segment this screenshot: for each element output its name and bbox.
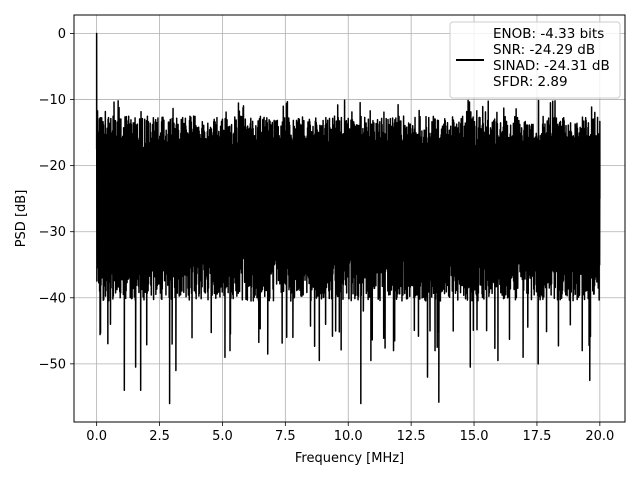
x-axis-label: Frequency [MHz] [295,451,404,466]
x-tick-label: 20.0 [585,429,614,444]
y-tick-label: −20 [39,159,66,174]
y-tick-label: −30 [39,225,66,240]
x-tick-label: 15.0 [460,429,489,444]
psd-series-line [95,32,601,405]
x-tick-label: 0.0 [86,429,107,444]
plot-frame [73,14,626,423]
x-tick-label: 17.5 [522,429,551,444]
x-tick-label: 7.5 [275,429,296,444]
legend-entry: SFDR: 2.89 [493,74,568,90]
legend-entry: SINAD: -24.31 dB [493,58,610,74]
x-tick-label: 2.5 [149,429,170,444]
legend-box [449,21,621,99]
x-axis-ticks: 0.0 2.5 5.0 7.5 10.0 12.5 15.0 17.5 20.0 [86,422,614,444]
y-axis-label: PSD [dB] [14,190,29,248]
psd-trace [95,32,601,405]
x-tick-label: 10.0 [334,429,363,444]
y-tick-label: 0 [58,27,66,42]
y-tick-label: −50 [39,357,66,372]
x-tick-label: 5.0 [212,429,233,444]
x-tick-label: 12.5 [397,429,426,444]
y-axis-ticks: 0 −10 −20 −30 −40 −50 [39,27,74,372]
y-tick-label: −10 [39,93,66,108]
y-tick-label: −40 [39,291,66,306]
legend-entry: ENOB: -4.33 bits [493,26,604,42]
legend-entry: SNR: -24.29 dB [493,42,595,58]
